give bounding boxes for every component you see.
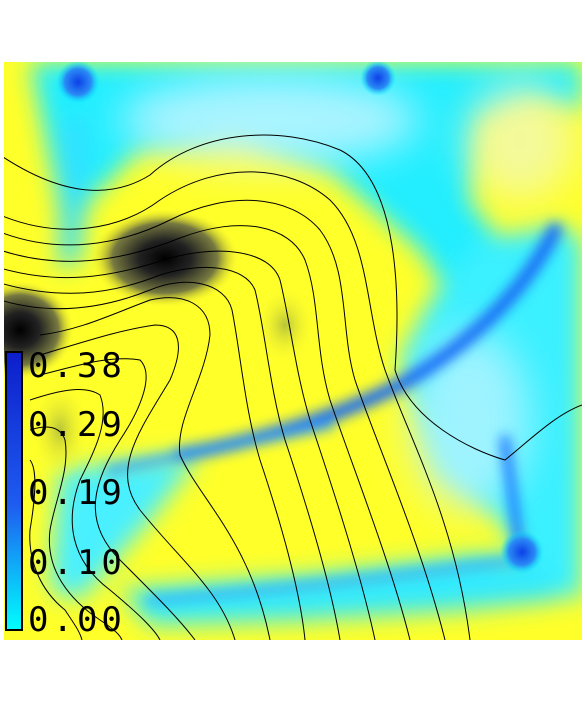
pale-mid-right: [410, 330, 530, 510]
lower-left-cyan: [50, 455, 200, 600]
contour-line: [4, 225, 411, 640]
contour-line: [39, 297, 271, 640]
blue-hotspot-top-left: [56, 62, 100, 104]
contour-line: [4, 250, 376, 640]
pale-top: [120, 75, 420, 165]
green-spot-mid: [255, 285, 315, 365]
contour-line: [4, 266, 341, 640]
contour-line: [39, 324, 236, 640]
pale-regions: [120, 75, 575, 510]
heatmap-field: [4, 62, 582, 640]
colorbar-tick-label: 0.38: [28, 346, 126, 386]
secondary-blue-channel: [105, 420, 335, 475]
colorbar-tick-label: 0.29: [28, 405, 126, 445]
blue-hotspot-top: [360, 62, 396, 96]
blue-hotspot-bottom-right: [500, 530, 544, 574]
left-cyan-streak: [60, 120, 90, 270]
colorbar-tick-label: 0.19: [28, 473, 126, 513]
colorbar-tick-label: 0.10: [28, 543, 126, 583]
contour-line: [29, 389, 161, 640]
contour-lines: [4, 134, 582, 640]
contour-line: [39, 358, 196, 640]
colorbar-tick-label: 0.00: [28, 600, 126, 640]
contour-line: [4, 134, 582, 461]
colorbar: 0.38 0.29 0.19 0.10 0.00: [5, 346, 126, 640]
dark-spot-center: [90, 208, 240, 308]
green-spot-left: [30, 380, 90, 480]
colorbar-gradient: [5, 351, 23, 631]
contour-line: [4, 199, 446, 640]
pale-right: [465, 80, 575, 200]
contour-line: [4, 171, 471, 640]
contour-line: [29, 459, 83, 640]
contour-line: [29, 426, 123, 640]
contour-line: [4, 281, 306, 640]
top-cyan-band: [30, 62, 582, 430]
bottom-blue-channel: [145, 555, 525, 605]
